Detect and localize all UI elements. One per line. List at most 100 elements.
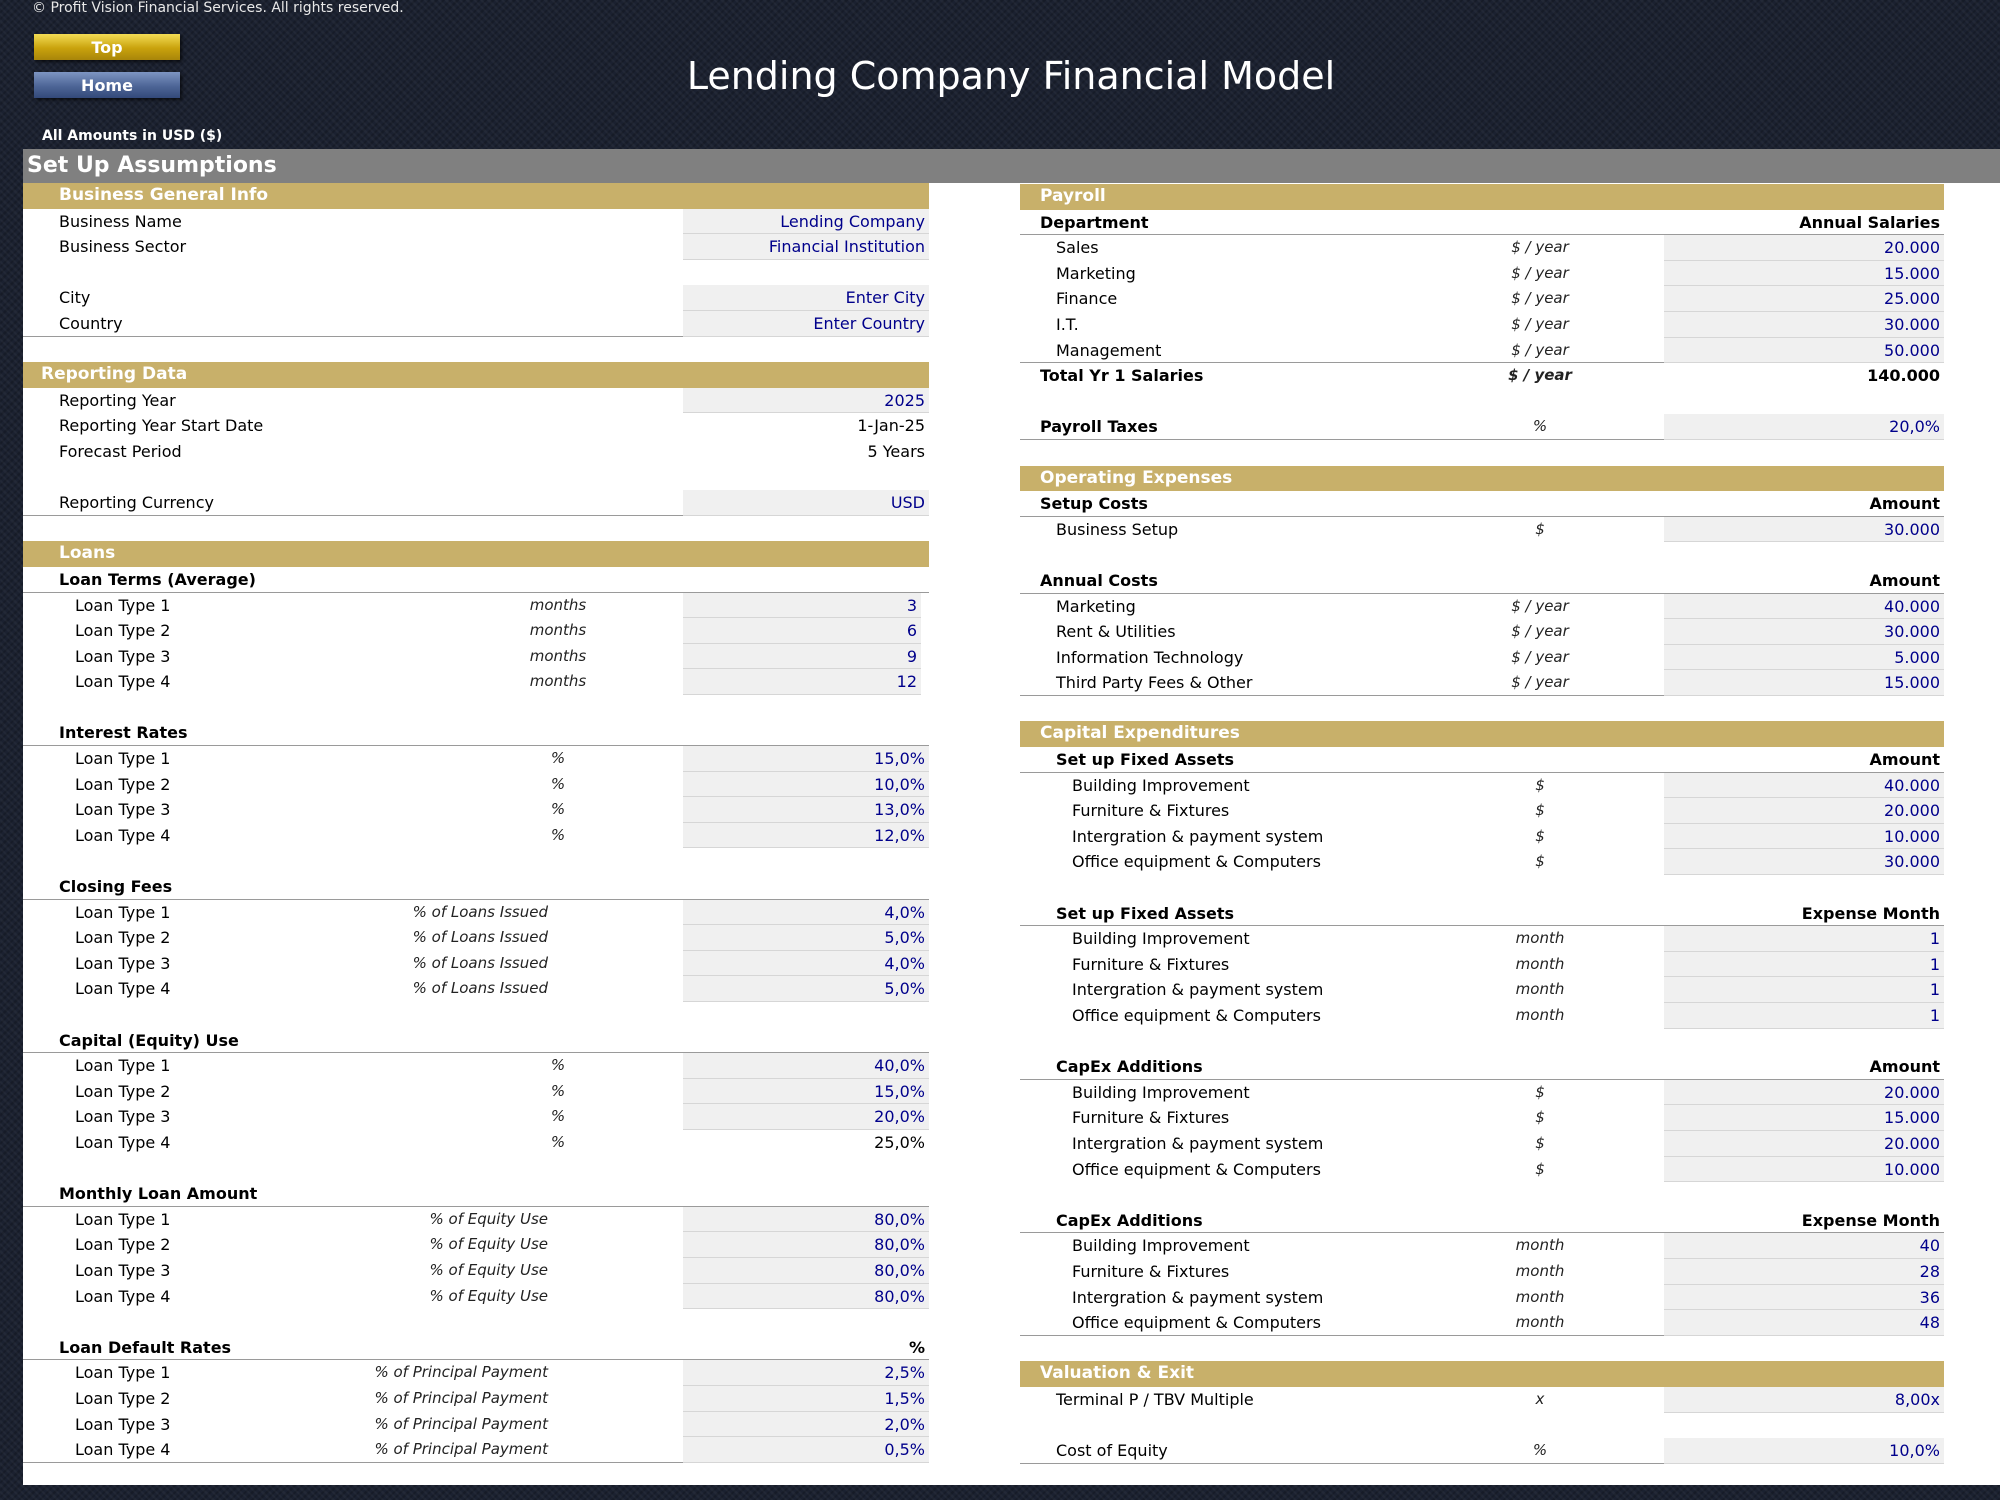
payroll-unit: $ / year [1511, 289, 1569, 308]
fixed-asset-month-input[interactable]: 1 [1664, 926, 1944, 952]
annual-cost-unit: $ / year [1511, 673, 1569, 692]
closing-fees-unit: % of Loans Issued [412, 928, 548, 947]
business-name-input[interactable]: Lending Company [683, 208, 929, 235]
default-rate-input[interactable]: 0,5% [683, 1437, 929, 1463]
cost-of-equity-label: Cost of Equity [1056, 1441, 1168, 1461]
interest-input[interactable]: 10,0% [683, 771, 929, 798]
capex-addition-label: Office equipment & Computers [1072, 1159, 1321, 1179]
capex-addition-row: Furniture & Fixtures $15.000 [1020, 1105, 1944, 1131]
capex-addition-amount-input[interactable]: 20.000 [1664, 1079, 1944, 1106]
country-label: Country [59, 313, 123, 333]
loan-terms-input[interactable]: 3 [683, 592, 921, 619]
equity-use-unit: % [550, 1056, 566, 1075]
fixed-asset-amount-input[interactable]: 10.000 [1664, 823, 1944, 850]
annual-cost-input[interactable]: 15.000 [1664, 670, 1944, 696]
business-setup-input[interactable]: 30.000 [1664, 516, 1944, 543]
default-rate-input[interactable]: 1,5% [683, 1385, 929, 1412]
capex-addition-month-label: Office equipment & Computers [1072, 1313, 1321, 1333]
fixed-asset-amount-input[interactable]: 40.000 [1664, 772, 1944, 799]
capex-addition-month-input[interactable]: 36 [1664, 1284, 1944, 1311]
annual-cost-input[interactable]: 30.000 [1664, 619, 1944, 645]
loan-terms-input[interactable]: 6 [683, 618, 921, 644]
fixed-asset-month-input[interactable]: 1 [1664, 951, 1944, 978]
annual-cost-input[interactable]: 40.000 [1664, 593, 1944, 620]
city-input[interactable]: Enter City [683, 285, 929, 311]
forecast-period-row: Forecast Period 5 Years [23, 439, 929, 465]
currency-note: All Amounts in USD ($) [42, 128, 223, 144]
interest-input[interactable]: 12,0% [683, 822, 929, 849]
terminal-multiple-input[interactable]: 8,00x [1664, 1386, 1944, 1413]
business-setup-label: Business Setup [1056, 519, 1179, 539]
payroll-salary-input[interactable]: 25.000 [1664, 286, 1944, 312]
fixed-asset-month-unit: month [1515, 980, 1565, 999]
default-rate-row: Loan Type 3 % of Principal Payment 2,0% [23, 1411, 929, 1438]
capex-addition-month-input[interactable]: 28 [1664, 1258, 1944, 1285]
business-sector-input[interactable]: Financial Institution [683, 234, 929, 260]
monthly-loan-input[interactable]: 80,0% [683, 1257, 929, 1284]
reporting-data-header: Reporting Data [23, 362, 929, 388]
equity-use-input[interactable]: 20,0% [683, 1104, 929, 1130]
monthly-loan-input[interactable]: 80,0% [683, 1232, 929, 1258]
monthly-loan-input[interactable]: 80,0% [683, 1206, 929, 1233]
payroll-salary-input[interactable]: 20.000 [1664, 235, 1944, 261]
payroll-header-label: Payroll [1040, 186, 1106, 206]
default-rate-input[interactable]: 2,5% [683, 1360, 929, 1386]
reporting-year-input[interactable]: 2025 [683, 387, 929, 414]
capex-addition-label: Furniture & Fixtures [1072, 1108, 1230, 1128]
capex-addition-amount-input[interactable]: 15.000 [1664, 1105, 1944, 1131]
payroll-salary-input[interactable]: 15.000 [1664, 260, 1944, 287]
loan-terms-input[interactable]: 12 [683, 669, 921, 695]
capex-addition-month-input[interactable]: 48 [1664, 1310, 1944, 1336]
closing-fees-input[interactable]: 5,0% [683, 925, 929, 951]
closing-fees-input[interactable]: 5,0% [683, 976, 929, 1002]
annual-cost-unit: $ / year [1511, 596, 1569, 615]
loan-terms-input[interactable]: 9 [683, 643, 921, 670]
equity-use-title: Capital (Equity) Use [59, 1030, 239, 1050]
capex-additions-month-title: CapEx Additions [1056, 1210, 1203, 1230]
capex-addition-amount-input[interactable]: 20.000 [1664, 1130, 1944, 1157]
annual-cost-unit: $ / year [1511, 647, 1569, 666]
top-button[interactable]: Top [34, 34, 180, 60]
interest-title: Interest Rates [59, 723, 188, 743]
default-rate-input[interactable]: 2,0% [683, 1411, 929, 1438]
monthly-loan-input[interactable]: 80,0% [683, 1283, 929, 1310]
interest-input[interactable]: 15,0% [683, 746, 929, 772]
payroll-salary-input[interactable]: 30.000 [1664, 311, 1944, 338]
fixed-asset-month-input[interactable]: 1 [1664, 977, 1944, 1003]
fixed-asset-month-row: Office equipment & Computers month 1 [1020, 1003, 1944, 1029]
equity-use-row: Loan Type 1% 40,0% [23, 1053, 929, 1079]
payroll-salary-input[interactable]: 50.000 [1664, 337, 1944, 364]
equity-use-label: Loan Type 3 [75, 1107, 171, 1127]
closing-fees-label: Loan Type 3 [75, 953, 171, 973]
payroll-header: Payroll [1020, 184, 1944, 210]
equity-use-input[interactable]: 15,0% [683, 1078, 929, 1105]
default-rate-row: Loan Type 2 % of Principal Payment 1,5% [23, 1385, 929, 1412]
payroll-col-header-row: Department Annual Salaries [1020, 210, 1944, 236]
capex-addition-month-input[interactable]: 40 [1664, 1233, 1944, 1259]
interest-input[interactable]: 13,0% [683, 797, 929, 823]
closing-fees-input[interactable]: 4,0% [683, 950, 929, 977]
home-button[interactable]: Home [34, 72, 180, 98]
fixed-asset-month-input[interactable]: 1 [1664, 1003, 1944, 1029]
reporting-currency-input[interactable]: USD [683, 490, 929, 516]
annual-cost-label: Third Party Fees & Other [1056, 673, 1253, 693]
annual-costs-col-header: Amount [1869, 570, 1940, 590]
capex-addition-row: Intergration & payment system $20.000 [1020, 1130, 1944, 1157]
city-row: City Enter City [23, 285, 929, 311]
closing-fees-title-row: Closing Fees [23, 874, 929, 900]
business-setup-unit: $ [1535, 519, 1545, 538]
annual-cost-row: Rent & Utilities $ / year 30.000 [1020, 619, 1944, 645]
payroll-taxes-input[interactable]: 20,0% [1664, 414, 1944, 440]
capex-addition-amount-input[interactable]: 10.000 [1664, 1156, 1944, 1183]
fixed-asset-amount-input[interactable]: 20.000 [1664, 798, 1944, 824]
cost-of-equity-input[interactable]: 10,0% [1664, 1438, 1944, 1464]
country-input[interactable]: Enter Country [683, 310, 929, 337]
equity-use-label: Loan Type 1 [75, 1056, 171, 1076]
fixed-asset-amount-input[interactable]: 30.000 [1664, 849, 1944, 876]
payroll-row: Management $ / year 50.000 [1020, 337, 1944, 364]
annual-cost-input[interactable]: 5.000 [1664, 644, 1944, 671]
equity-use-input[interactable]: 40,0% [683, 1053, 929, 1079]
fixed-assets-month-title: Set up Fixed Assets [1056, 903, 1235, 923]
closing-fees-input[interactable]: 4,0% [683, 899, 929, 926]
business-info-header-label: Business General Info [59, 185, 269, 205]
